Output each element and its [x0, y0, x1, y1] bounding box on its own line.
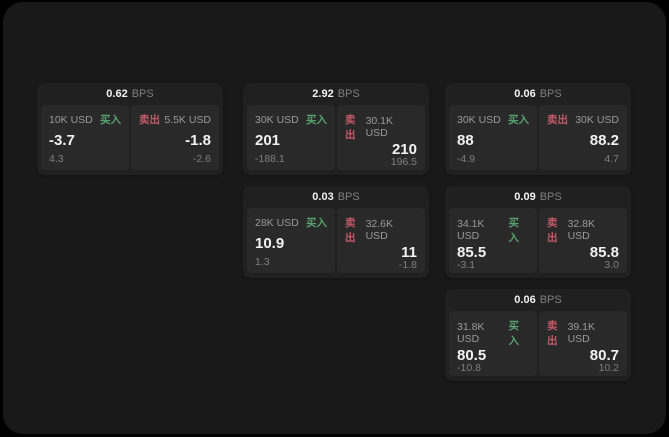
buy-amount: 10K USD — [49, 113, 93, 126]
sell-sub-value: 4.7 — [604, 152, 619, 165]
sell-panel[interactable]: 卖出 32.6K USD 11 -1.8 — [337, 208, 425, 273]
bps-value: 0.03 — [312, 191, 334, 203]
sell-amount: 5.5K USD — [164, 113, 211, 126]
sell-price: 11 — [401, 244, 417, 261]
bps-unit-label: BPS — [131, 88, 154, 100]
buy-price: 80.5 — [457, 347, 487, 364]
buy-price: 88 — [457, 131, 474, 149]
buy-price: -3.7 — [49, 131, 75, 149]
buy-side-label: 买入 — [100, 114, 121, 126]
bps-unit-label: BPS — [337, 191, 360, 203]
bps-value: 0.06 — [514, 88, 536, 100]
quote-board: 0.62 BPS 10K USD 买入 -3.7 4.3 卖出 5.5K USD… — [3, 2, 666, 434]
sell-side-label: 卖出 — [139, 114, 160, 126]
buy-side-label: 买入 — [508, 114, 529, 126]
buy-price: 85.5 — [457, 244, 487, 261]
sell-price: -1.8 — [185, 131, 211, 149]
sell-panel[interactable]: 卖出 30.1K USD 210 196.5 — [337, 105, 425, 170]
buy-panel[interactable]: 28K USD 买入 10.9 1.3 — [247, 208, 335, 273]
buy-amount: 31.8K USD — [457, 321, 485, 345]
buy-amount: 28K USD — [255, 216, 299, 229]
quote-card: 2.92 BPS 30K USD 买入 201 -188.1 卖出 30.1K … — [243, 83, 429, 175]
buy-sub-value: 4.3 — [49, 152, 64, 165]
bps-value: 0.09 — [514, 191, 536, 203]
sell-panel[interactable]: 卖出 39.1K USD 80.7 10.2 — [539, 311, 627, 376]
sell-price: 210 — [391, 141, 417, 158]
card-header: 0.09 BPS — [449, 186, 627, 208]
sell-panel[interactable]: 卖出 5.5K USD -1.8 -2.6 — [131, 105, 219, 170]
sell-amount: 32.8K USD — [567, 218, 596, 242]
bps-value: 0.06 — [514, 294, 536, 306]
sell-amount: 39.1K USD — [567, 321, 596, 345]
sell-amount: 32.6K USD — [365, 218, 394, 242]
buy-panel[interactable]: 10K USD 买入 -3.7 4.3 — [41, 105, 129, 170]
sell-panel[interactable]: 卖出 32.8K USD 85.8 3.0 — [539, 208, 627, 273]
sell-panel[interactable]: 卖出 30K USD 88.2 4.7 — [539, 105, 627, 170]
buy-panel[interactable]: 30K USD 买入 88 -4.9 — [449, 105, 537, 170]
buy-amount: 30K USD — [457, 113, 501, 126]
buy-sub-value: -10.8 — [457, 362, 481, 374]
quote-card: 0.03 BPS 28K USD 买入 10.9 1.3 卖出 32.6K US… — [243, 186, 429, 278]
buy-sub-value: -4.9 — [457, 152, 476, 165]
bps-unit-label: BPS — [539, 88, 562, 100]
buy-side-label: 买入 — [306, 217, 327, 229]
quote-card: 0.06 BPS 30K USD 买入 88 -4.9 卖出 30K USD 8… — [445, 83, 631, 175]
sell-amount: 30.1K USD — [365, 115, 394, 139]
quote-card: 0.06 BPS 31.8K USD 买入 80.5 -10.8 卖出 39.1… — [445, 289, 631, 381]
card-header: 2.92 BPS — [247, 83, 425, 105]
sell-amount: 30K USD — [575, 113, 619, 126]
buy-side-label: 买入 — [306, 114, 327, 126]
buy-sub-value: 1.3 — [255, 255, 270, 268]
sell-sub-value: 196.5 — [390, 156, 417, 168]
quote-card: 0.09 BPS 34.1K USD 买入 85.5 -3.1 卖出 32.8K… — [445, 186, 631, 278]
sell-sub-value: 3.0 — [604, 259, 619, 271]
bps-value: 0.62 — [106, 88, 128, 100]
bps-unit-label: BPS — [337, 88, 360, 100]
sell-side-label: 卖出 — [547, 114, 568, 126]
buy-side-label: 买入 — [508, 320, 519, 347]
buy-panel[interactable]: 30K USD 买入 201 -188.1 — [247, 105, 335, 170]
buy-price: 10.9 — [255, 234, 285, 252]
quote-card: 0.62 BPS 10K USD 买入 -3.7 4.3 卖出 5.5K USD… — [37, 83, 223, 175]
sell-side-label: 卖出 — [547, 320, 558, 347]
card-header: 0.62 BPS — [41, 83, 219, 105]
bps-unit-label: BPS — [539, 294, 562, 306]
buy-amount: 30K USD — [255, 113, 299, 126]
buy-side-label: 买入 — [508, 217, 519, 244]
card-header: 0.06 BPS — [449, 289, 627, 311]
sell-sub-value: 10.2 — [598, 362, 619, 374]
bps-unit-label: BPS — [539, 191, 562, 203]
sell-sub-value: -1.8 — [398, 259, 417, 271]
sell-price: 85.8 — [589, 244, 619, 261]
sell-side-label: 卖出 — [547, 217, 558, 244]
sell-side-label: 卖出 — [345, 114, 356, 141]
sell-price: 88.2 — [589, 131, 619, 149]
buy-sub-value: -188.1 — [255, 152, 285, 165]
sell-sub-value: -2.6 — [192, 152, 211, 165]
buy-price: 201 — [255, 131, 281, 149]
buy-amount: 34.1K USD — [457, 218, 485, 242]
card-header: 0.06 BPS — [449, 83, 627, 105]
bps-value: 2.92 — [312, 88, 334, 100]
card-header: 0.03 BPS — [247, 186, 425, 208]
sell-price: 80.7 — [589, 347, 619, 364]
buy-panel[interactable]: 34.1K USD 买入 85.5 -3.1 — [449, 208, 537, 273]
sell-side-label: 卖出 — [345, 217, 356, 244]
buy-sub-value: -3.1 — [457, 259, 476, 271]
buy-panel[interactable]: 31.8K USD 买入 80.5 -10.8 — [449, 311, 537, 376]
